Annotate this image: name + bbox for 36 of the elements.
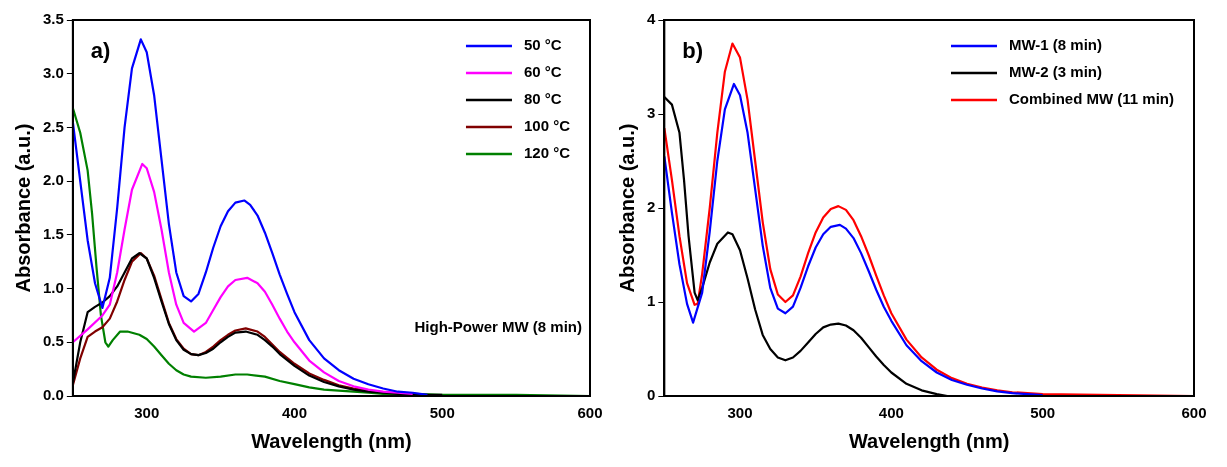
y-tick-label: 2.0 bbox=[42, 171, 64, 189]
y-tick-label: 0.5 bbox=[42, 332, 64, 350]
y-tick-label: 3.5 bbox=[42, 10, 64, 28]
legend-label: 60 °C bbox=[523, 63, 562, 81]
legend-label: MW-2 (3 min) bbox=[1009, 63, 1103, 81]
legend-label: 120 °C bbox=[523, 144, 571, 162]
annotation: b) bbox=[682, 38, 704, 64]
y-tick-label: 1.5 bbox=[42, 225, 64, 242]
y-tick-label: 0 bbox=[647, 386, 656, 404]
y-tick-label: 0.0 bbox=[42, 386, 64, 404]
x-axis-title: Wavelength (nm) bbox=[251, 429, 412, 452]
x-axis-title: Wavelength (nm) bbox=[848, 429, 1010, 452]
y-tick-label: 1.0 bbox=[42, 278, 64, 296]
y-tick-label: 2 bbox=[647, 198, 656, 216]
y-tick-label: 2.5 bbox=[42, 117, 64, 135]
x-tick-label: 400 bbox=[878, 404, 904, 422]
annotation: a) bbox=[90, 38, 111, 64]
x-tick-label: 600 bbox=[1181, 404, 1207, 422]
legend-label: MW-1 (8 min) bbox=[1009, 36, 1103, 54]
y-tick-label: 1 bbox=[647, 292, 656, 310]
y-tick-label: 3.0 bbox=[42, 63, 64, 81]
x-tick-label: 300 bbox=[727, 404, 753, 422]
x-tick-label: 600 bbox=[577, 404, 603, 422]
y-axis-title: Absorbance (a.u.) bbox=[615, 123, 638, 293]
annotation: High-Power MW (8 min) bbox=[414, 318, 582, 336]
legend-label: 50 °C bbox=[523, 36, 562, 54]
legend-label: 80 °C bbox=[523, 90, 562, 108]
y-tick-label: 3 bbox=[647, 104, 656, 122]
y-axis-title: Absorbance (a.u.) bbox=[11, 123, 34, 293]
x-tick-label: 300 bbox=[134, 404, 160, 422]
legend-label: Combined MW (11 min) bbox=[1009, 90, 1174, 108]
x-tick-label: 400 bbox=[281, 404, 307, 422]
y-tick-label: 4 bbox=[647, 10, 656, 28]
x-tick-label: 500 bbox=[429, 404, 455, 422]
legend-label: 100 °C bbox=[523, 117, 571, 135]
x-tick-label: 500 bbox=[1030, 404, 1056, 422]
